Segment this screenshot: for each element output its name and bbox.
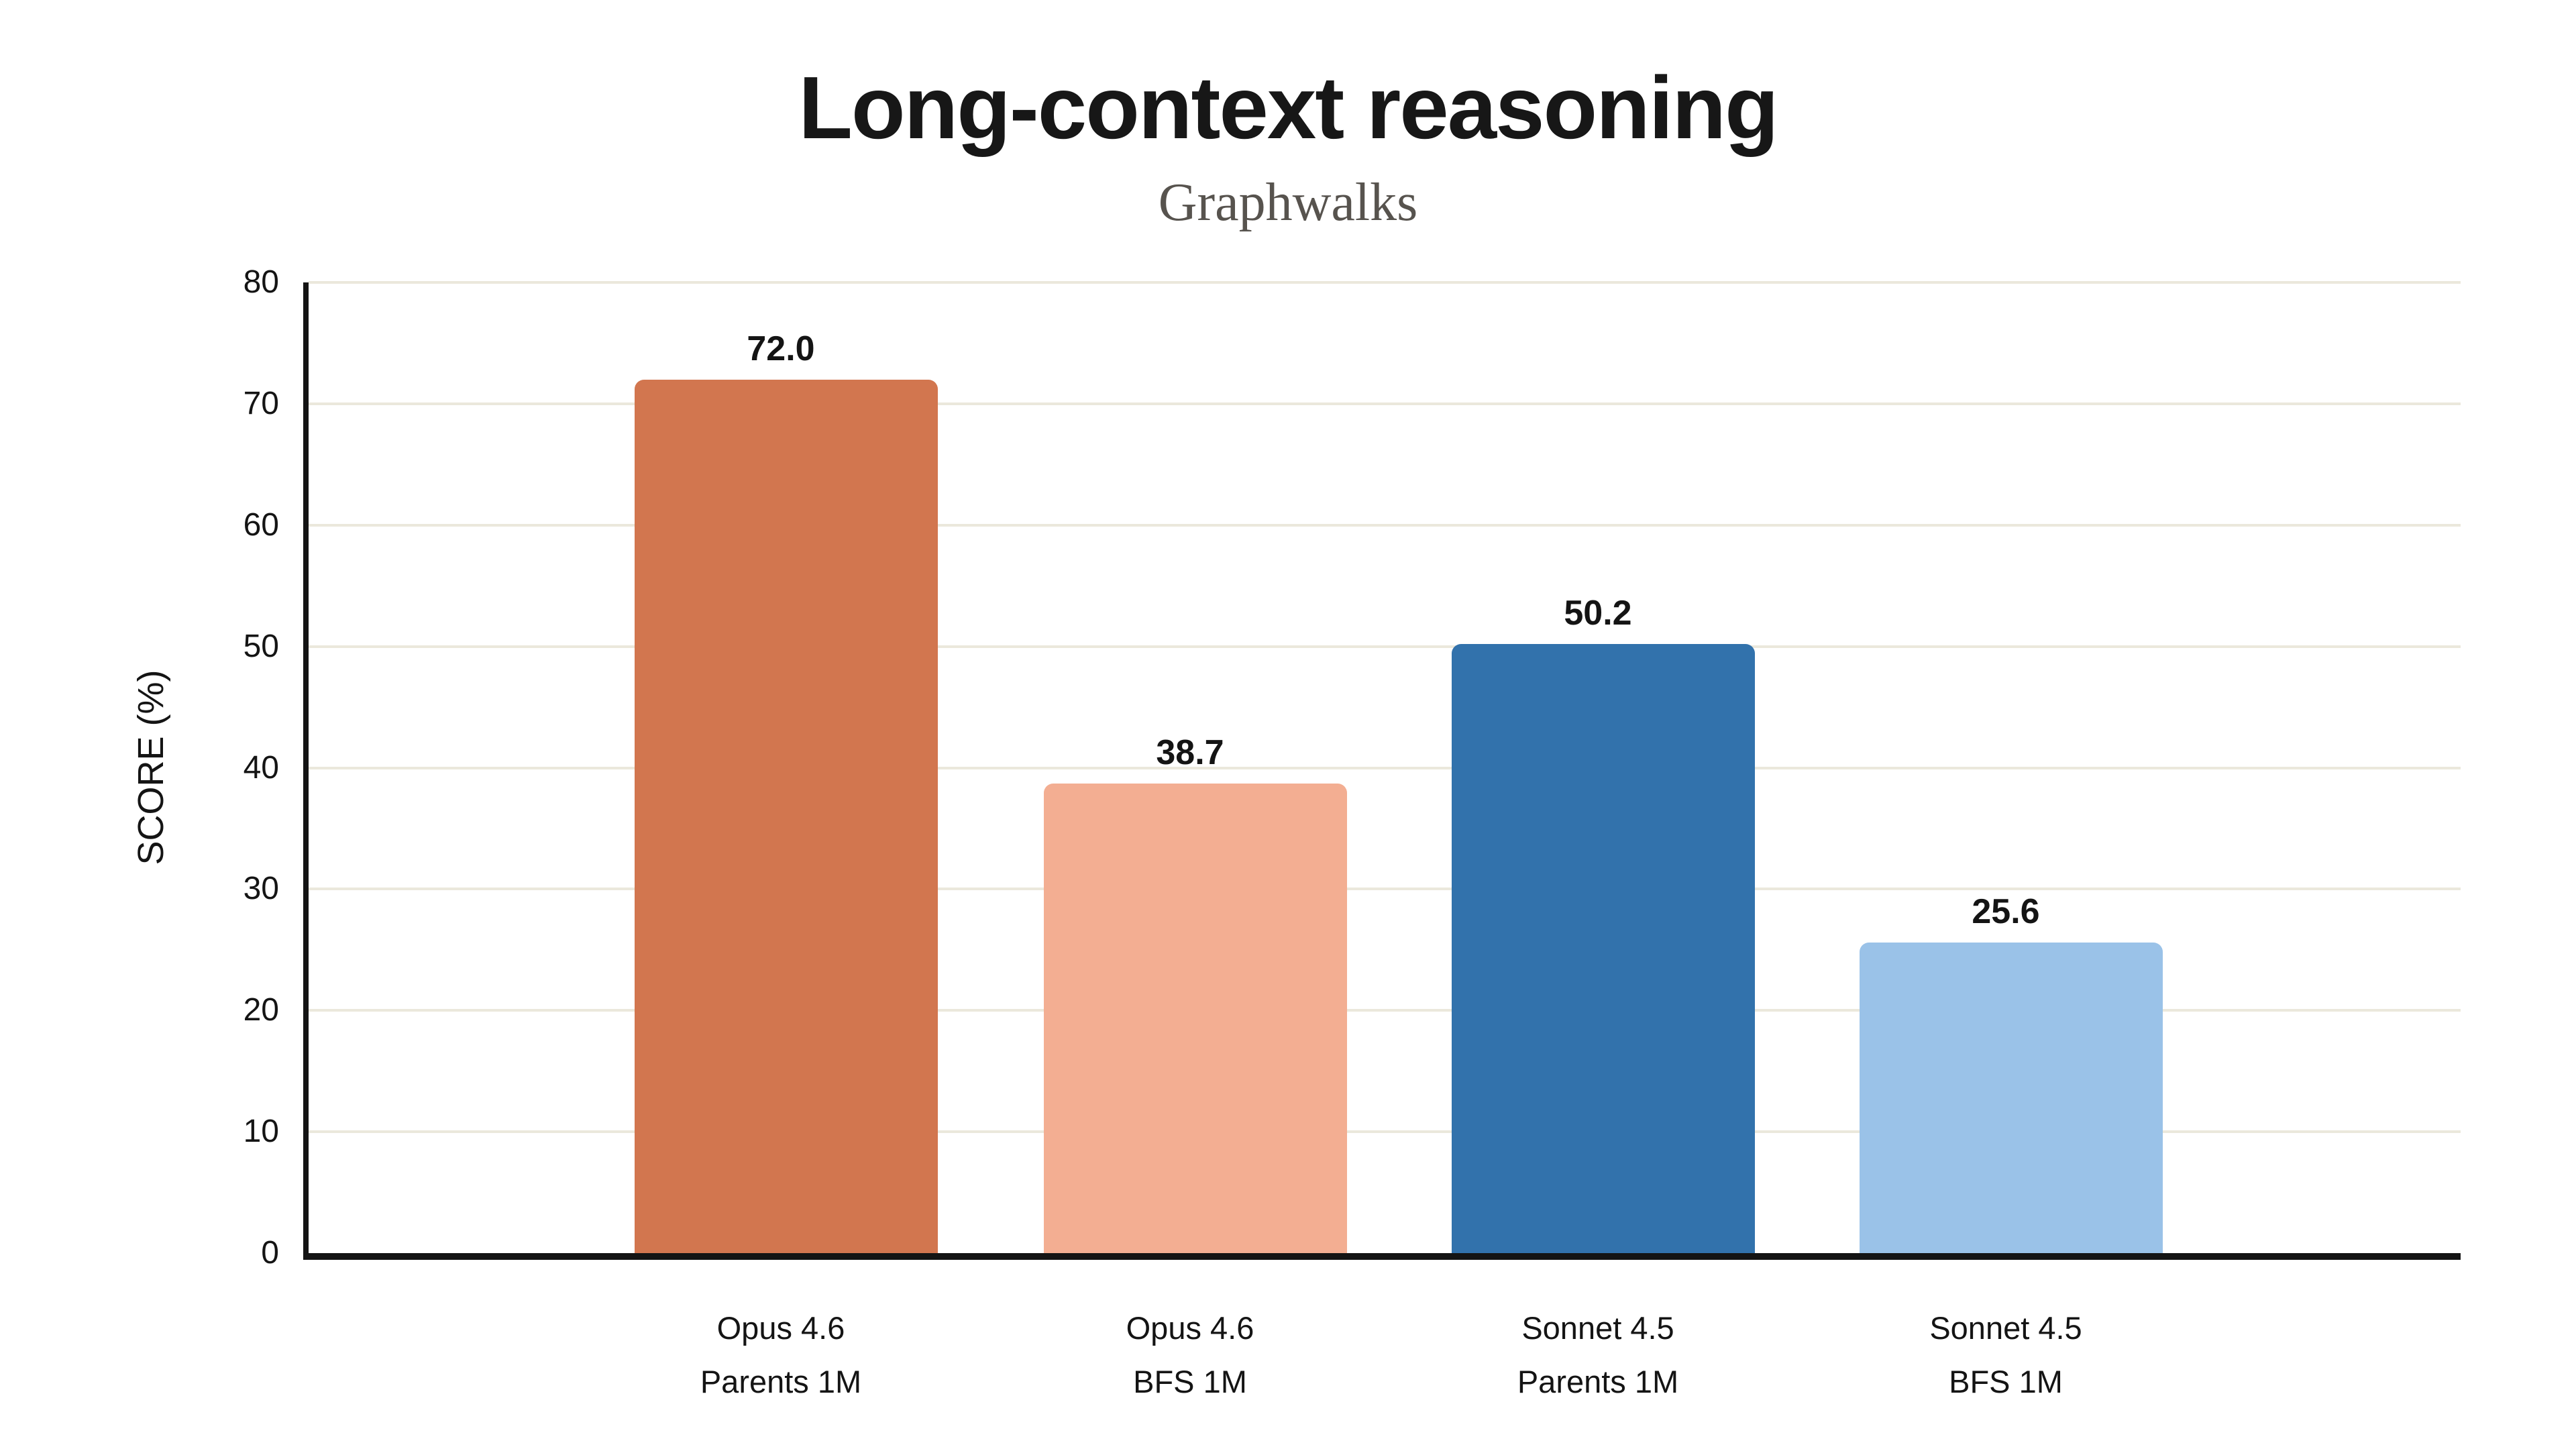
x-category-label-line: Parents 1M xyxy=(700,1364,862,1399)
y-tick-label-80: 80 xyxy=(243,264,279,300)
x-category-label: Opus 4.6 Parents 1M xyxy=(573,1301,989,1409)
bar-value-label: 50.2 xyxy=(1564,594,1632,633)
x-category-label-line: Sonnet 4.5 xyxy=(1521,1310,1674,1346)
chart-title: Long-context reasoning xyxy=(798,58,1778,157)
gridline-20 xyxy=(309,1009,2461,1012)
bar-sonnet-4-5-bfs-1m xyxy=(1860,942,2163,1253)
x-category-label-line: BFS 1M xyxy=(1133,1364,1247,1399)
gridline-50 xyxy=(309,645,2461,648)
plot-area xyxy=(303,281,2461,1260)
chart-subtitle: Graphwalks xyxy=(1158,173,1418,232)
y-tick-label-30: 30 xyxy=(243,871,279,907)
bar-opus-4-6-bfs-1m xyxy=(1044,784,1347,1253)
y-tick-label-10: 10 xyxy=(243,1114,279,1150)
x-category-label: Sonnet 4.5 Parents 1M xyxy=(1390,1301,1806,1409)
bar-sonnet-4-5-parents-1m xyxy=(1452,644,1755,1253)
gridline-80 xyxy=(309,281,2461,284)
gridline-40 xyxy=(309,766,2461,769)
gridline-30 xyxy=(309,888,2461,891)
bar-value-label: 72.0 xyxy=(747,329,815,368)
x-category-label: Opus 4.6 BFS 1M xyxy=(982,1301,1398,1409)
x-category-label-line: Parents 1M xyxy=(1517,1364,1679,1399)
gridline-10 xyxy=(309,1130,2461,1134)
gridline-70 xyxy=(309,402,2461,405)
gridline-60 xyxy=(309,523,2461,527)
y-tick-label-70: 70 xyxy=(243,385,279,421)
x-category-label-line: Opus 4.6 xyxy=(1126,1310,1254,1346)
y-tick-label-50: 50 xyxy=(243,628,279,664)
bar-value-label: 38.7 xyxy=(1156,733,1224,772)
x-category-label-line: Opus 4.6 xyxy=(716,1310,845,1346)
y-tick-label-20: 20 xyxy=(243,992,279,1028)
y-tick-label-40: 40 xyxy=(243,749,279,786)
x-category-label: Sonnet 4.5 BFS 1M xyxy=(1798,1301,2214,1409)
bar-opus-4-6-parents-1m xyxy=(635,379,938,1253)
y-tick-label-0: 0 xyxy=(261,1235,279,1271)
x-category-label-line: Sonnet 4.5 xyxy=(1929,1310,2082,1346)
y-tick-label-60: 60 xyxy=(243,506,279,543)
bar-value-label: 25.6 xyxy=(1972,892,2040,931)
x-category-label-line: BFS 1M xyxy=(1949,1364,2063,1399)
